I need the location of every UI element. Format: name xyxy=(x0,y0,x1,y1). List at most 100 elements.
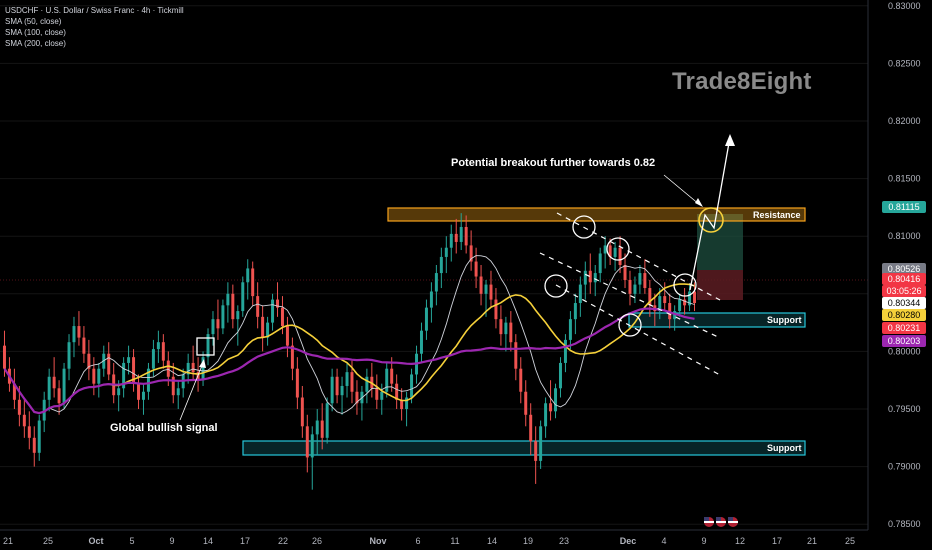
candle-body xyxy=(608,245,612,257)
candle-body xyxy=(216,319,220,329)
candle-body xyxy=(92,368,96,384)
bullish-pointer xyxy=(179,362,204,421)
time-tick-label: 25 xyxy=(845,536,855,546)
candle-body xyxy=(221,305,225,329)
sma-lines xyxy=(3,255,695,415)
event-flag-icon xyxy=(704,517,714,527)
candle-body xyxy=(132,357,136,384)
breakout-circle xyxy=(698,207,724,233)
candle-body xyxy=(201,357,205,381)
indicator-sma-200[interactable]: SMA (200, close) xyxy=(5,39,66,48)
candle-body xyxy=(146,368,150,392)
candle-body xyxy=(236,311,240,320)
candle-body xyxy=(325,403,329,438)
breakout-pointer-head xyxy=(695,198,703,207)
candle-body xyxy=(643,273,647,289)
candle-body xyxy=(593,273,597,283)
support-upper-label: Support xyxy=(767,315,802,325)
time-tick-label: Nov xyxy=(369,536,386,546)
price-tick-label: 0.78500 xyxy=(888,519,921,529)
svg-text:0.81115: 0.81115 xyxy=(888,202,919,212)
candle-body xyxy=(449,233,453,248)
time-tick-label: 14 xyxy=(487,536,497,546)
candle-body xyxy=(246,268,250,283)
time-tick-label: 14 xyxy=(203,536,213,546)
candle-body xyxy=(434,273,438,292)
candle-body xyxy=(395,383,399,400)
candle-body xyxy=(67,342,71,369)
candle-body xyxy=(693,291,697,304)
candle-body xyxy=(305,426,309,458)
target-zone xyxy=(697,214,743,270)
svg-text:0.80203: 0.80203 xyxy=(888,336,921,346)
candle-body xyxy=(558,362,562,389)
candle-body xyxy=(494,299,498,320)
candle-body xyxy=(504,322,508,335)
symbol-title[interactable]: USDCHF · U.S. Dollar / Swiss Franc · 4h … xyxy=(5,6,184,15)
support-zone-lower xyxy=(242,440,806,456)
candle-body xyxy=(127,357,131,363)
candle-body xyxy=(563,339,567,363)
candle-body xyxy=(479,276,483,294)
candle-body xyxy=(122,362,126,389)
candle-body xyxy=(598,253,602,274)
candle-body xyxy=(290,345,294,369)
sma-200-line xyxy=(3,307,695,415)
support-lower-label: Support xyxy=(767,443,802,453)
candle-body xyxy=(72,326,76,343)
candle-body xyxy=(37,420,41,453)
svg-text:03:05:26: 03:05:26 xyxy=(886,286,921,296)
bullish-pointer-head xyxy=(199,359,206,368)
chart-header: USDCHF · U.S. Dollar / Swiss Franc · 4h … xyxy=(5,5,184,49)
candle-body xyxy=(534,441,538,461)
resistance-zone xyxy=(387,207,806,222)
candle-body xyxy=(613,247,617,257)
candle-body xyxy=(315,420,319,435)
candle-body xyxy=(12,383,16,400)
candle-body xyxy=(335,376,339,396)
candle-body xyxy=(648,288,652,306)
indicator-sma-100[interactable]: SMA (100, close) xyxy=(5,28,66,37)
candle-body xyxy=(82,337,86,354)
candle-body xyxy=(300,397,304,427)
candle-body xyxy=(226,293,230,306)
candle-body xyxy=(350,372,354,392)
touch-circle-4 xyxy=(544,274,568,298)
candle-body xyxy=(365,376,369,392)
indicator-sma-50[interactable]: SMA (50, close) xyxy=(5,17,62,26)
candle-body xyxy=(62,368,66,404)
candle-body xyxy=(271,299,275,323)
candle-body xyxy=(469,245,473,262)
price-tick-label: 0.79000 xyxy=(888,462,921,472)
time-tick-label: 17 xyxy=(772,536,782,546)
support-zone-upper xyxy=(628,312,806,328)
channel-middle-line xyxy=(539,252,719,338)
candle-body xyxy=(241,282,245,312)
candle-body xyxy=(544,403,548,427)
candle-body xyxy=(27,426,31,438)
candle-body xyxy=(176,388,180,396)
candle-body xyxy=(256,296,260,317)
candle-body xyxy=(628,279,632,294)
candle-body xyxy=(32,437,36,453)
time-tick-label: 9 xyxy=(701,536,706,546)
price-tick-label: 0.81500 xyxy=(888,174,921,184)
breakout-annotation: Potential breakout further towards 0.82 xyxy=(451,157,655,169)
candle-body xyxy=(633,284,637,294)
candle-body xyxy=(77,326,81,338)
candle-body xyxy=(285,326,289,346)
svg-text:0.80526: 0.80526 xyxy=(888,264,921,274)
candle-body xyxy=(280,307,284,327)
candle-body xyxy=(102,353,106,369)
candle-body xyxy=(683,299,687,306)
candle-body xyxy=(141,391,145,400)
price-badge: 03:05:26 xyxy=(882,285,926,297)
candle-body xyxy=(191,362,195,373)
svg-text:0.80344: 0.80344 xyxy=(888,298,921,308)
candle-body xyxy=(97,368,101,384)
candle-body xyxy=(484,284,488,294)
candle-body xyxy=(459,226,463,242)
time-tick-label: 19 xyxy=(523,536,533,546)
